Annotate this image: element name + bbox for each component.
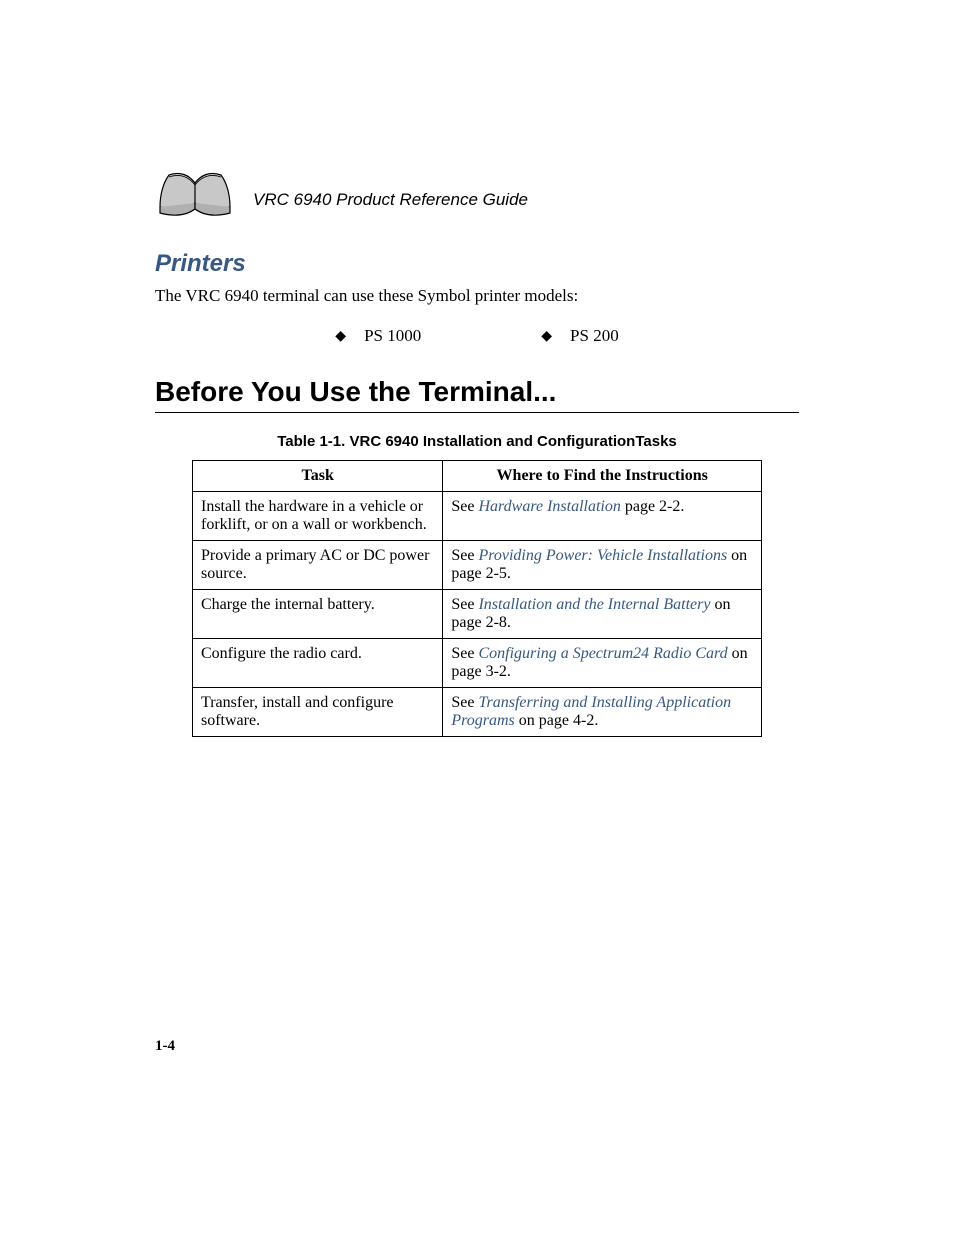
page-number: 1-4 xyxy=(155,1038,175,1055)
before-heading: Before You Use the Terminal... xyxy=(155,376,799,413)
table-row: Configure the radio card. See Configurin… xyxy=(193,638,762,687)
task-cell: Charge the internal battery. xyxy=(193,589,443,638)
where-cell: See Installation and the Internal Batter… xyxy=(443,589,762,638)
table-row: Install the hardware in a vehicle or for… xyxy=(193,491,762,540)
reference-link[interactable]: Providing Power: Vehicle Installations xyxy=(478,547,727,564)
page-header: VRC 6940 Product Reference Guide xyxy=(155,165,799,220)
task-cell: Transfer, install and configure software… xyxy=(193,687,443,736)
task-cell: Provide a primary AC or DC power source. xyxy=(193,540,443,589)
where-prefix: See xyxy=(451,547,478,564)
printers-intro: The VRC 6940 terminal can use these Symb… xyxy=(155,284,799,308)
table-row: Transfer, install and configure software… xyxy=(193,687,762,736)
table-header-task: Task xyxy=(193,460,443,491)
printers-heading: Printers xyxy=(155,250,799,278)
printer-model-label: PS 200 xyxy=(570,326,619,345)
where-cell: See Configuring a Spectrum24 Radio Card … xyxy=(443,638,762,687)
bullet-icon: ◆ xyxy=(541,329,552,344)
where-prefix: See xyxy=(451,645,478,662)
reference-link[interactable]: Hardware Installation xyxy=(478,498,620,515)
printer-model-item: ◆ PS 1000 xyxy=(335,326,421,346)
where-cell: See Providing Power: Vehicle Installatio… xyxy=(443,540,762,589)
reference-link[interactable]: Configuring a Spectrum24 Radio Card xyxy=(478,645,727,662)
tasks-table: Task Where to Find the Instructions Inst… xyxy=(192,460,762,737)
where-cell: See Transferring and Installing Applicat… xyxy=(443,687,762,736)
where-suffix: on page 4-2. xyxy=(515,712,599,729)
where-prefix: See xyxy=(451,694,478,711)
printer-model-list: ◆ PS 1000 ◆ PS 200 xyxy=(155,326,799,346)
open-book-icon xyxy=(155,165,235,220)
table-header-row: Task Where to Find the Instructions xyxy=(193,460,762,491)
printer-model-item: ◆ PS 200 xyxy=(541,326,618,346)
table-header-where: Where to Find the Instructions xyxy=(443,460,762,491)
printer-model-label: PS 1000 xyxy=(364,326,421,345)
where-prefix: See xyxy=(451,498,478,515)
guide-title: VRC 6940 Product Reference Guide xyxy=(253,190,528,220)
page: VRC 6940 Product Reference Guide Printer… xyxy=(0,0,954,1235)
table-caption: Table 1-1. VRC 6940 Installation and Con… xyxy=(155,433,799,450)
task-cell: Configure the radio card. xyxy=(193,638,443,687)
where-prefix: See xyxy=(451,596,478,613)
table-row: Provide a primary AC or DC power source.… xyxy=(193,540,762,589)
table-row: Charge the internal battery. See Install… xyxy=(193,589,762,638)
task-cell: Install the hardware in a vehicle or for… xyxy=(193,491,443,540)
where-cell: See Hardware Installation page 2-2. xyxy=(443,491,762,540)
where-suffix: page 2-2. xyxy=(621,498,685,515)
bullet-icon: ◆ xyxy=(335,329,346,344)
reference-link[interactable]: Installation and the Internal Battery xyxy=(478,596,710,613)
